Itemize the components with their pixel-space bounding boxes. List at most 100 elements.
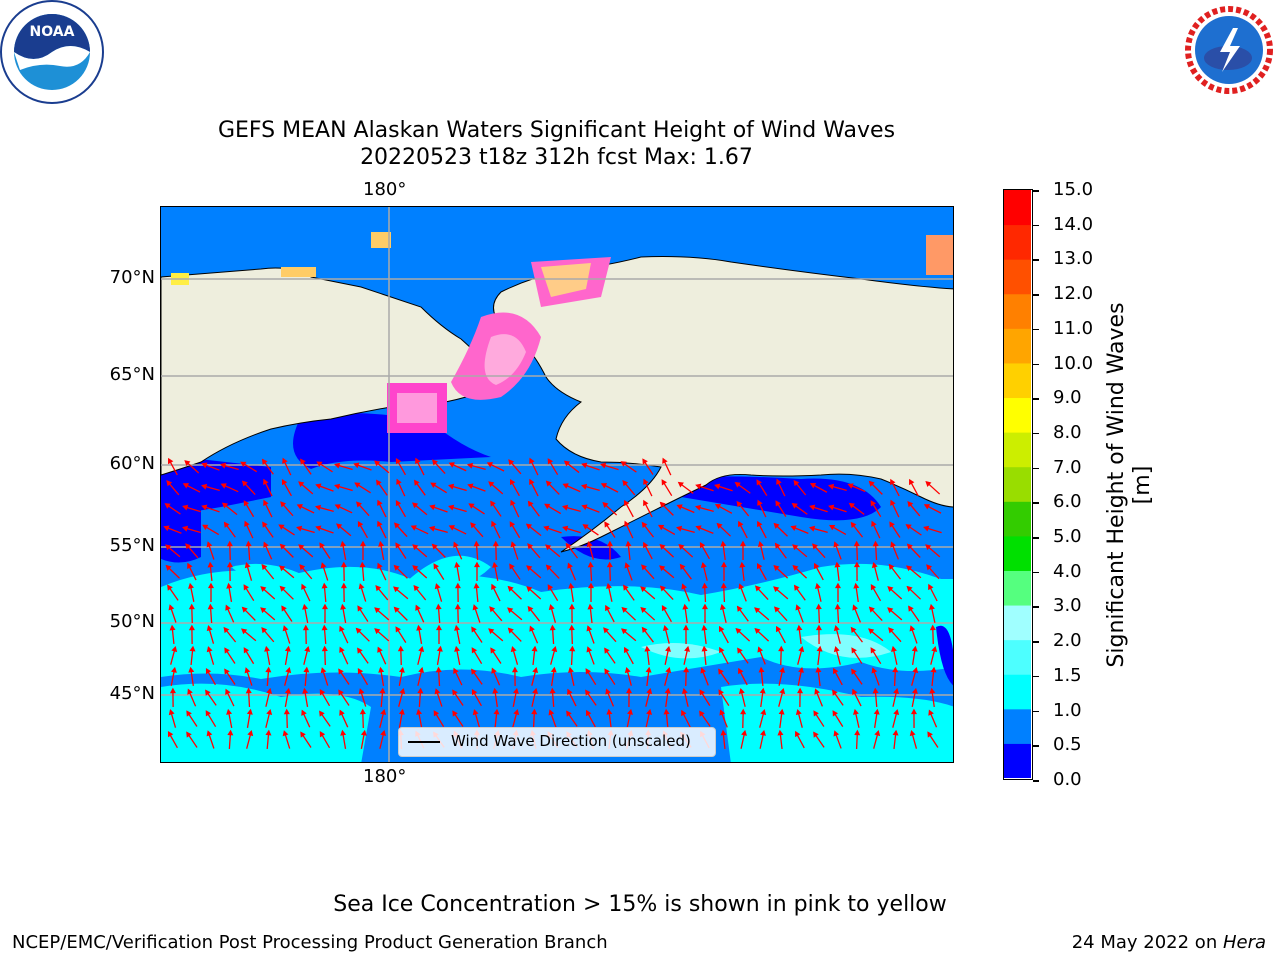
wind-wave-arrowhead <box>526 565 533 572</box>
wind-wave-arrowhead <box>340 729 347 736</box>
wind-wave-arrowhead <box>563 460 571 467</box>
wind-wave-arrowhead <box>774 606 780 613</box>
wind-wave-arrowhead <box>737 647 743 654</box>
wind-wave-arrowhead <box>393 522 400 529</box>
wind-wave-arrowhead <box>797 687 804 694</box>
map-legend <box>398 727 716 757</box>
wind-wave-arrowhead <box>395 542 401 549</box>
wind-wave-arrowhead <box>527 543 534 550</box>
wind-wave-arrowhead <box>418 666 425 673</box>
wind-wave-arrowhead <box>641 521 648 529</box>
wind-wave-arrowhead <box>472 604 479 611</box>
wind-wave-arrowhead <box>169 687 176 694</box>
wind-wave-arrowhead <box>793 584 800 591</box>
wind-wave-arrowhead <box>302 624 309 631</box>
colorbar-segment <box>1004 224 1031 260</box>
wind-wave-arrowhead <box>413 584 420 592</box>
wind-wave-arrowhead <box>832 689 838 696</box>
wind-wave-arrowhead <box>661 479 668 486</box>
colorbar-tick-label: 10.0 <box>1053 352 1094 374</box>
wind-wave-arrowhead <box>626 687 633 694</box>
wind-wave-arrowhead <box>868 606 875 613</box>
wind-wave-arrowhead <box>624 646 630 654</box>
wind-wave-arrowhead <box>754 627 761 634</box>
wind-wave-arrowhead <box>319 710 325 717</box>
wind-wave-arrowhead <box>340 582 347 589</box>
wind-wave-arrowhead <box>284 687 291 694</box>
wind-wave-arrowhead <box>315 483 322 490</box>
wind-wave-arrowhead <box>205 710 212 717</box>
wind-wave-arrowhead <box>681 583 688 590</box>
wind-wave-arrowhead <box>551 645 558 653</box>
wind-wave-arrowhead <box>568 666 574 673</box>
wind-wave-arrowhead <box>334 483 341 490</box>
wind-wave-arrowhead <box>659 543 666 550</box>
wind-wave-arrowhead <box>659 585 666 592</box>
wind-wave-arrowhead <box>870 500 877 507</box>
wind-wave-arrowhead <box>491 520 497 527</box>
wind-wave-arrowhead <box>929 624 936 631</box>
wind-wave-arrowhead <box>813 731 819 738</box>
wind-wave-arrowhead <box>454 582 461 589</box>
wind-wave-arrowhead <box>529 625 535 632</box>
wind-wave-arrowhead <box>569 645 576 652</box>
wind-wave-arrowhead <box>873 708 880 715</box>
wind-wave-arrowhead <box>543 525 550 532</box>
wind-wave-arrowhead <box>262 521 268 528</box>
noaa-logo-text: NOAA <box>30 24 75 40</box>
wind-wave-arrowhead <box>282 625 289 632</box>
wind-wave-arrowhead <box>397 645 404 652</box>
wind-wave-arrowhead <box>431 459 438 466</box>
wind-wave-arrowhead <box>890 541 896 548</box>
wind-wave-arrowhead <box>624 666 631 674</box>
wind-wave-arrowhead <box>223 521 230 528</box>
wind-wave-arrowhead <box>316 461 323 467</box>
wind-wave-arrowhead <box>301 583 307 590</box>
wind-wave-arrowhead <box>395 626 401 633</box>
wind-wave-arrowhead <box>738 520 744 528</box>
wind-wave-arrowhead <box>738 687 745 695</box>
wind-wave-arrowhead <box>507 607 514 614</box>
wind-wave-arrowhead <box>471 626 477 633</box>
wind-wave-arrowhead <box>448 525 455 531</box>
wind-wave-arrowhead <box>168 457 174 465</box>
wind-wave-arrowhead <box>435 666 442 673</box>
wind-wave-arrowhead <box>814 562 820 570</box>
wind-wave-arrowhead <box>241 480 248 487</box>
wind-wave-arrowhead <box>850 626 857 633</box>
wind-wave-arrowhead <box>718 668 724 675</box>
wind-wave-arrowhead <box>758 666 765 673</box>
wind-wave-arrowhead <box>491 583 497 591</box>
wind-wave-arrowhead <box>207 561 214 568</box>
wind-wave-arrowhead <box>263 499 269 506</box>
wind-wave-arrowhead <box>358 688 365 695</box>
wind-wave-arrowhead <box>625 540 632 547</box>
wind-wave-arrowhead <box>928 583 934 591</box>
wind-wave-arrowhead <box>396 478 402 485</box>
wind-wave-arrowhead <box>220 462 227 469</box>
wind-wave-arrowhead <box>833 730 840 737</box>
wind-wave-arrowhead <box>912 666 919 674</box>
wind-wave-arrowhead <box>778 708 785 715</box>
wind-wave-arrowhead <box>244 667 251 674</box>
wind-wave-arrowhead <box>448 483 455 490</box>
wind-wave-arrowhead <box>911 645 918 652</box>
wind-wave-arrowhead <box>226 708 233 715</box>
wind-wave-arrowhead <box>359 540 367 547</box>
colorbar-tick-mark <box>1033 606 1039 608</box>
chart-title-line2: 20220523 t18z 312h fcst Max: 1.67 <box>360 145 753 170</box>
colorbar-segment <box>1004 432 1031 468</box>
wind-wave-arrowhead <box>490 647 496 654</box>
wind-wave-arrowhead <box>868 628 875 635</box>
wind-wave-arrowhead <box>586 646 593 653</box>
colorbar-tick-label: 14.0 <box>1053 213 1094 235</box>
wind-wave-arrowhead <box>695 525 702 531</box>
wind-wave-arrowhead <box>243 500 250 507</box>
wind-wave-arrowhead <box>492 561 498 568</box>
wind-wave-arrowhead <box>488 628 495 635</box>
wind-wave-arrowhead <box>700 561 707 569</box>
wind-wave-arrowhead <box>509 521 516 528</box>
wind-wave-arrowhead <box>201 504 208 511</box>
wind-wave-arrowhead <box>189 645 196 652</box>
wind-wave-arrowhead <box>662 624 669 632</box>
